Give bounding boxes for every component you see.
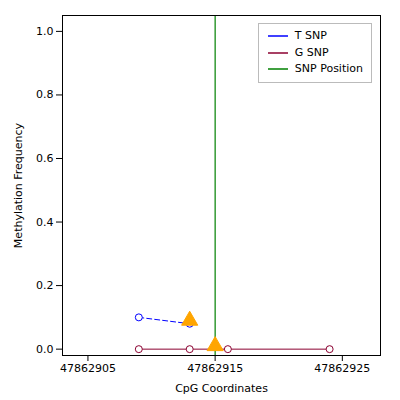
html-text:T SNP: T SNP — [294, 29, 327, 42]
svg-text:0.2: 0.2 — [36, 279, 54, 292]
svg-text:47862925: 47862925 — [314, 362, 370, 375]
svg-text:0.4: 0.4 — [36, 216, 54, 229]
svg-text:Methylation Frequency: Methylation Frequency — [12, 122, 25, 248]
svg-text:1.0: 1.0 — [36, 25, 54, 38]
svg-text:0.0: 0.0 — [36, 343, 54, 356]
html-text:G SNP: G SNP — [294, 45, 329, 59]
svg-text:0.8: 0.8 — [36, 88, 54, 101]
svg-text:47862915: 47862915 — [187, 362, 243, 375]
svg-text:47862905: 47862905 — [60, 362, 116, 375]
svg-text:CpG Coordinates: CpG Coordinates — [175, 382, 268, 395]
svg-text:0.6: 0.6 — [36, 152, 54, 165]
html-text:SNP Position: SNP Position — [294, 62, 363, 75]
